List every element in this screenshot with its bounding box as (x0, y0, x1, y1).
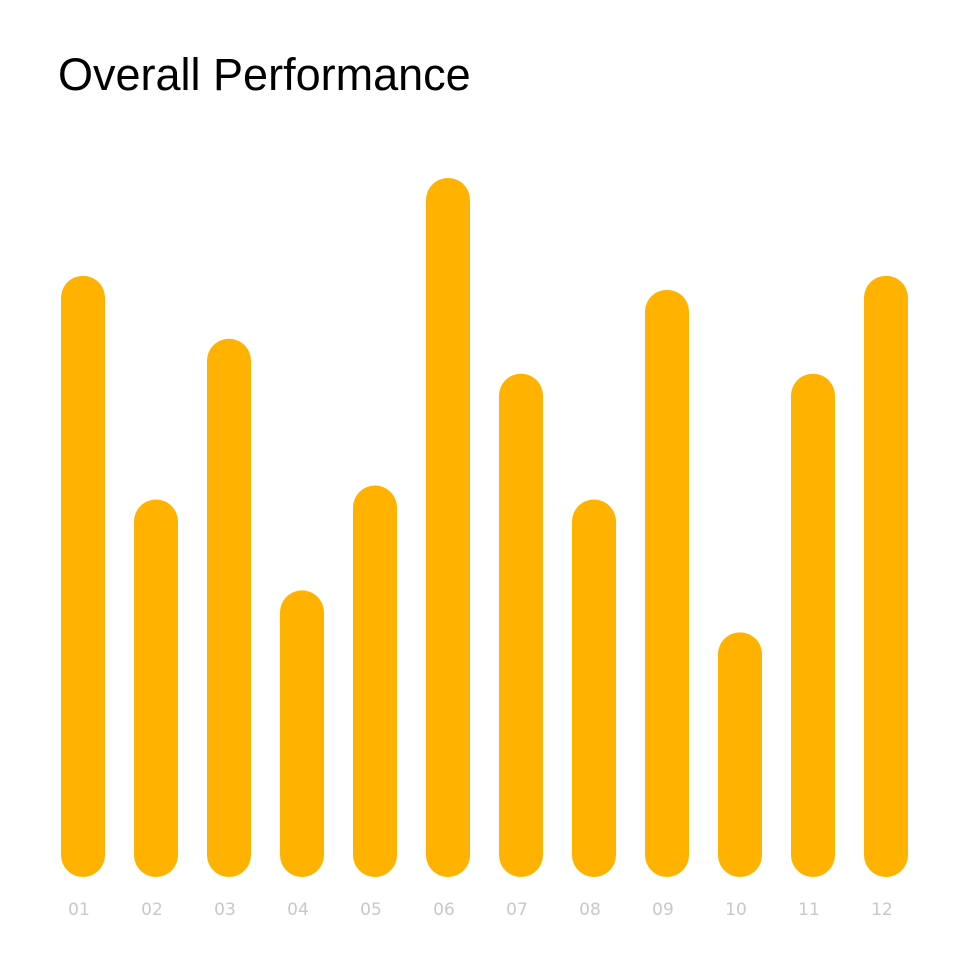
x-tick-label-03: 03 (214, 900, 236, 920)
bar-10 (718, 632, 762, 877)
bar-09 (645, 289, 689, 878)
bar-03 (207, 338, 251, 877)
x-tick-label-04: 04 (287, 900, 309, 920)
bar-12 (864, 275, 908, 877)
x-tick-label-10: 10 (725, 900, 747, 920)
bar-04 (280, 590, 324, 877)
chart-title: Overall Performance (58, 49, 471, 100)
x-tick-label-11: 11 (798, 900, 820, 920)
bar-05 (353, 485, 397, 877)
x-tick-label-01: 01 (68, 900, 90, 920)
x-tick-label-06: 06 (433, 900, 455, 920)
bar-11 (791, 373, 835, 877)
x-tick-label-05: 05 (360, 900, 382, 920)
bar-01 (61, 275, 105, 877)
bar-08 (572, 499, 616, 877)
bar-02 (134, 499, 178, 877)
bar-06 (426, 178, 470, 877)
x-tick-label-02: 02 (141, 900, 163, 920)
x-tick-label-09: 09 (652, 900, 674, 920)
x-tick-label-08: 08 (579, 900, 601, 920)
bar-07 (499, 373, 543, 877)
bars-group (61, 178, 908, 878)
x-axis-ticks: 01 02 03 04 05 06 07 08 09 10 11 12 (68, 900, 893, 920)
x-tick-label-07: 07 (506, 900, 528, 920)
x-tick-label-12: 12 (871, 900, 893, 920)
